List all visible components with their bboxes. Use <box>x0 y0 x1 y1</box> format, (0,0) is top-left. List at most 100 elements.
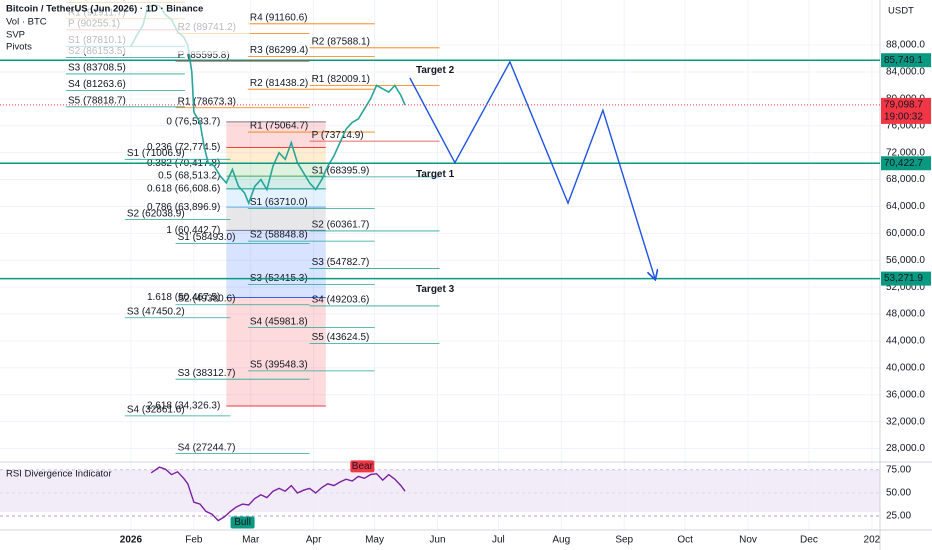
pivot-label: S2 (60361.7) <box>312 220 370 231</box>
rsi-tick-label: 25.00 <box>886 511 911 522</box>
y-tick-label: 52,000.0 <box>886 282 925 293</box>
signal-label: Bear <box>352 461 374 472</box>
pivot-label: S4 (27244.7) <box>178 442 236 453</box>
y-tick-label: 84,000.0 <box>886 67 925 78</box>
pivot-label: S3 (38312.7) <box>178 368 236 379</box>
rsi-tick-label: 50.00 <box>886 488 911 499</box>
pivot-label: S5 (78818.7) <box>68 95 126 106</box>
y-tick-label: 68,000.0 <box>886 174 925 185</box>
x-tick-label: Jul <box>492 535 505 546</box>
currency[interactable]: USDT <box>888 6 914 17</box>
pivot-label: S4 (32861.6) <box>127 404 185 415</box>
fib-zone <box>226 207 326 231</box>
y-tick-label: 36,000.0 <box>886 389 925 400</box>
countdown: 19:00:32 <box>884 112 923 123</box>
pivot-label: S2 (49380.6) <box>178 293 236 304</box>
level-badge-label: 85,749.1 <box>884 55 923 66</box>
pivot-label: R2 (87588.1) <box>312 36 370 47</box>
fib-zone <box>226 176 326 189</box>
pivot-label: S3 (83708.5) <box>68 63 126 74</box>
rsi-line <box>150 466 406 522</box>
pivot-label: S5 (39548.3) <box>250 360 308 371</box>
fib-zone <box>226 121 326 148</box>
pivot-label: P (73714.9) <box>312 130 364 141</box>
pivot-label: S2 (62038.9) <box>127 208 185 219</box>
target-label: Target 3 <box>416 284 455 295</box>
x-tick-label: Apr <box>306 535 322 546</box>
y-tick-label: 56,000.0 <box>886 255 925 266</box>
fib-label: 0.5 (68,513.2) <box>158 171 220 182</box>
signal-badge <box>230 516 255 529</box>
pivot-label: P (85595.8) <box>178 50 230 61</box>
y-tick-label: 88,000.0 <box>886 40 925 51</box>
pivot-label: S4 (49203.6) <box>312 295 370 306</box>
x-tick-label: Feb <box>185 535 203 546</box>
y-tick-label: 40,000.0 <box>886 362 925 373</box>
fib-label: 2.618 (34,326.3) <box>147 401 220 412</box>
symbol-title[interactable]: Bitcoin / TetherUS (Jun 2026) · 1D · Bin… <box>6 4 203 15</box>
y-tick-label: 72,000.0 <box>886 147 925 158</box>
y-tick-label: 76,000.0 <box>886 120 925 131</box>
indicator[interactable]: Pivots <box>6 42 32 53</box>
y-tick-label: 28,000.0 <box>886 443 925 454</box>
pivot-label: S4 (81263.6) <box>68 79 126 90</box>
x-tick-label: Aug <box>552 535 570 546</box>
x-tick-label: 202 <box>864 535 881 546</box>
pivot-label: S1 (71006.9) <box>127 148 185 159</box>
legend-bg <box>0 0 250 54</box>
indicator[interactable]: SVP <box>6 30 25 41</box>
y-tick-label: 48,000.0 <box>886 309 925 320</box>
pivot-label: S2 (58848.8) <box>250 230 308 241</box>
y-tick-label: 44,000.0 <box>886 336 925 347</box>
y-tick-label: 32,000.0 <box>886 416 925 427</box>
x-tick-label: 2026 <box>120 535 143 546</box>
rsi-band <box>0 470 880 512</box>
indicator[interactable]: Vol · BTC <box>6 17 47 28</box>
level-badge <box>881 53 931 68</box>
target-label: Target 1 <box>416 169 455 180</box>
pivot-label: S3 (47450.2) <box>127 306 185 317</box>
pivot-label: R1 (78673.3) <box>178 96 236 107</box>
level-badge <box>881 156 931 171</box>
last-price-badge <box>881 97 931 124</box>
pivot-label: R2 (81438.2) <box>250 78 308 89</box>
x-tick-label: Mar <box>242 535 260 546</box>
projection-path <box>409 60 655 279</box>
pivot-label: S1 (63710.0) <box>250 197 308 208</box>
pivot-label: S4 (45981.8) <box>250 316 308 327</box>
target-label: Target 2 <box>416 65 455 76</box>
fib-zone <box>226 147 326 164</box>
fib-label: 0.236 (72,774.5) <box>147 142 220 153</box>
fib-label: 0.786 (63,896.9) <box>147 202 220 213</box>
pivot-label: R3 (86299.4) <box>250 45 308 56</box>
fib-zone <box>226 297 326 407</box>
level-badge-label: 70,422.7 <box>884 158 923 169</box>
rsi-title[interactable]: RSI Divergence Indicator <box>6 469 112 480</box>
fib-label: 1.618 (50,467.5) <box>147 292 220 303</box>
fib-zone <box>226 188 326 208</box>
fib-label: 0 (76,583.7) <box>166 116 220 127</box>
x-tick-label: Sep <box>615 535 633 546</box>
fib-zone <box>226 230 326 298</box>
pivot-label: S5 (43624.5) <box>312 332 370 343</box>
fib-zone <box>226 163 326 177</box>
signal-badge <box>350 460 375 473</box>
y-tick-label: 64,000.0 <box>886 201 925 212</box>
pivot-label: R1 (82009.1) <box>312 74 370 85</box>
pivot-label: R1 (75064.7) <box>250 121 308 132</box>
x-tick-label: May <box>365 535 384 546</box>
pivot-label: S1 (68395.9) <box>312 166 370 177</box>
signal-label: Bull <box>234 517 251 528</box>
y-tick-label: 60,000.0 <box>886 228 925 239</box>
level-badge-label: 53,271.9 <box>884 273 923 284</box>
fib-label: 0.618 (66,608.6) <box>147 184 220 195</box>
fib-label: 1 (60,442.7) <box>166 225 220 236</box>
level-badge <box>881 271 931 286</box>
x-tick-label: Oct <box>677 535 693 546</box>
x-tick-label: Nov <box>739 535 757 546</box>
pivot-label: R4 (91160.6) <box>250 12 308 23</box>
last-price-label: 79,098.7 <box>884 100 923 111</box>
rsi-tick-label: 75.00 <box>886 465 911 476</box>
